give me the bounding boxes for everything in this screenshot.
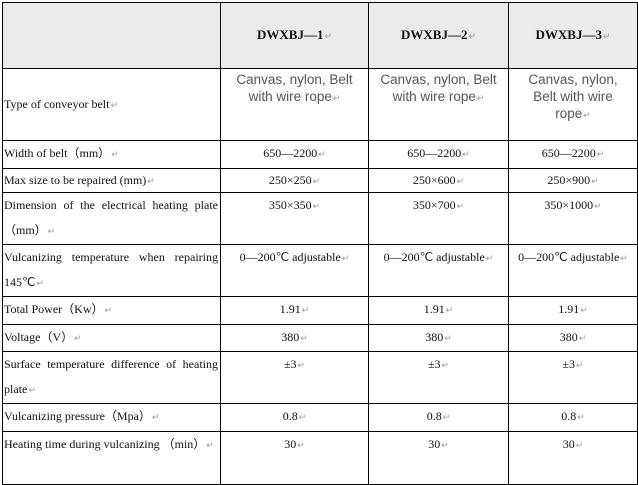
- cell-text: 650—2200: [263, 146, 326, 160]
- table-row: Type of conveyor belt Canvas, nylon, Bel…: [2, 68, 638, 141]
- cell-text: Canvas, nylon, Belt with wire rope: [380, 72, 496, 104]
- cell-text: 0.8: [561, 409, 585, 423]
- row-label: Heating time during vulcanizing （min）: [2, 431, 221, 485]
- table-row: Voltage（V） 380 380 380: [2, 324, 638, 352]
- cell: 250×600: [368, 168, 509, 193]
- cell: Canvas, nylon, Belt with wire rope: [368, 68, 509, 141]
- cell: 30: [508, 431, 638, 485]
- header-model-3: DWXBJ—3: [508, 2, 638, 69]
- cell: 1.91: [368, 296, 509, 325]
- header-label: DWXBJ—1: [257, 27, 332, 42]
- cell: 350×350: [220, 192, 369, 245]
- cell: 0—200℃ adjustable: [220, 244, 369, 297]
- cell-text: 350×350: [269, 198, 320, 212]
- cell-text: 0—200℃ adjustable: [240, 250, 350, 264]
- header-row: DWXBJ—1 DWXBJ—2 DWXBJ—3: [2, 2, 638, 69]
- cell-text: 30: [428, 437, 449, 451]
- cell-text: 1.91: [558, 302, 588, 316]
- cell-text: 250×600: [413, 173, 464, 187]
- label-text: Type of conveyor belt: [4, 97, 118, 111]
- label-text: Vulcanizing pressure（Mpa）: [4, 409, 159, 423]
- label-text: Width of belt（mm）: [4, 146, 119, 160]
- cell-text: 350×700: [413, 198, 464, 212]
- cell: 350×1000: [508, 192, 638, 245]
- cell: 0.8: [220, 403, 369, 432]
- table-row: Total Power（Kw） 1.91 1.91 1.91: [2, 296, 638, 325]
- cell: Canvas, nylon, Belt with wire rope: [220, 68, 369, 141]
- cell: 0.8: [368, 403, 509, 432]
- cell: 380: [368, 324, 509, 352]
- row-label: Width of belt（mm）: [2, 140, 221, 169]
- cell-text: 0.8: [283, 409, 307, 423]
- cell-text: 1.91: [424, 302, 454, 316]
- label-text: Voltage（V）: [4, 330, 82, 344]
- table-row: Max size to be repaired (mm) 250×250 250…: [2, 168, 638, 193]
- label-text: Heating time during vulcanizing （min）: [4, 437, 214, 451]
- cell-text: 0—200℃ adjustable: [384, 250, 494, 264]
- cell: 0—200℃ adjustable: [508, 244, 638, 297]
- cell: 250×900: [508, 168, 638, 193]
- table-row: Surface temperature difference of heatin…: [2, 351, 638, 404]
- row-label: Max size to be repaired (mm): [2, 168, 221, 193]
- cell: 350×700: [368, 192, 509, 245]
- cell: 250×250: [220, 168, 369, 193]
- cell-text: ±3: [562, 357, 583, 371]
- cell: 1.91: [508, 296, 638, 325]
- cell-text: 350×1000: [544, 198, 601, 212]
- cell: Canvas, nylon, Belt with wire rope: [508, 68, 638, 141]
- cell: 0.8: [508, 403, 638, 432]
- cell-text: Canvas, nylon, Belt with wire rope: [236, 72, 352, 104]
- label-text: Surface temperature difference of heatin…: [4, 357, 218, 396]
- row-label: Voltage（V）: [2, 324, 221, 352]
- table-row: Dimension of the electrical heating plat…: [2, 192, 638, 245]
- label-text: Dimension of the electrical heating plat…: [4, 198, 218, 237]
- cell-text: 30: [563, 437, 584, 451]
- cell: ±3: [220, 351, 369, 404]
- header-label: DWXBJ—3: [536, 27, 611, 42]
- header-label: DWXBJ—2: [401, 27, 476, 42]
- cell-text: 0.8: [427, 409, 451, 423]
- cell: 650—2200: [368, 140, 509, 169]
- cell: 380: [220, 324, 369, 352]
- label-text: Total Power（Kw）: [4, 302, 112, 316]
- cell-text: 380: [560, 330, 587, 344]
- cell: 30: [368, 431, 509, 485]
- cell: ±3: [508, 351, 638, 404]
- label-text: Vulcanizing temperature when repairing 1…: [4, 250, 218, 289]
- row-label: Dimension of the electrical heating plat…: [2, 192, 221, 245]
- table-row: Heating time during vulcanizing （min） 30…: [2, 431, 638, 485]
- cell: 1.91: [220, 296, 369, 325]
- cell-text: ±3: [428, 357, 449, 371]
- header-empty: [2, 2, 221, 69]
- cell: 30: [220, 431, 369, 485]
- row-label: Vulcanizing temperature when repairing 1…: [2, 244, 221, 297]
- row-label: Total Power（Kw）: [2, 296, 221, 325]
- label-text: Max size to be repaired (mm): [4, 173, 155, 187]
- row-label: Type of conveyor belt: [2, 68, 221, 141]
- cell-text: 250×250: [269, 173, 320, 187]
- row-label: Surface temperature difference of heatin…: [2, 351, 221, 404]
- cell-text: 0—200℃ adjustable: [518, 250, 628, 264]
- cell-text: 30: [284, 437, 305, 451]
- cell-text: Canvas, nylon, Belt with wire rope: [528, 72, 617, 121]
- cell: 650—2200: [508, 140, 638, 169]
- table-row: Vulcanizing temperature when repairing 1…: [2, 244, 638, 297]
- cell-text: 1.91: [280, 302, 310, 316]
- cell-text: 650—2200: [407, 146, 470, 160]
- cell-text: 380: [425, 330, 452, 344]
- cell: 0—200℃ adjustable: [368, 244, 509, 297]
- cell: 650—2200: [220, 140, 369, 169]
- header-model-1: DWXBJ—1: [220, 2, 369, 69]
- header-model-2: DWXBJ—2: [368, 2, 509, 69]
- cell-text: 380: [281, 330, 308, 344]
- cell: 380: [508, 324, 638, 352]
- cell-text: ±3: [284, 357, 305, 371]
- row-label: Vulcanizing pressure（Mpa）: [2, 403, 221, 432]
- cell-text: 650—2200: [542, 146, 605, 160]
- cell: ±3: [368, 351, 509, 404]
- cell-text: 250×900: [547, 173, 598, 187]
- table-row: Width of belt（mm） 650—2200 650—2200 650—…: [2, 140, 638, 169]
- table-row: Vulcanizing pressure（Mpa） 0.8 0.8 0.8: [2, 403, 638, 432]
